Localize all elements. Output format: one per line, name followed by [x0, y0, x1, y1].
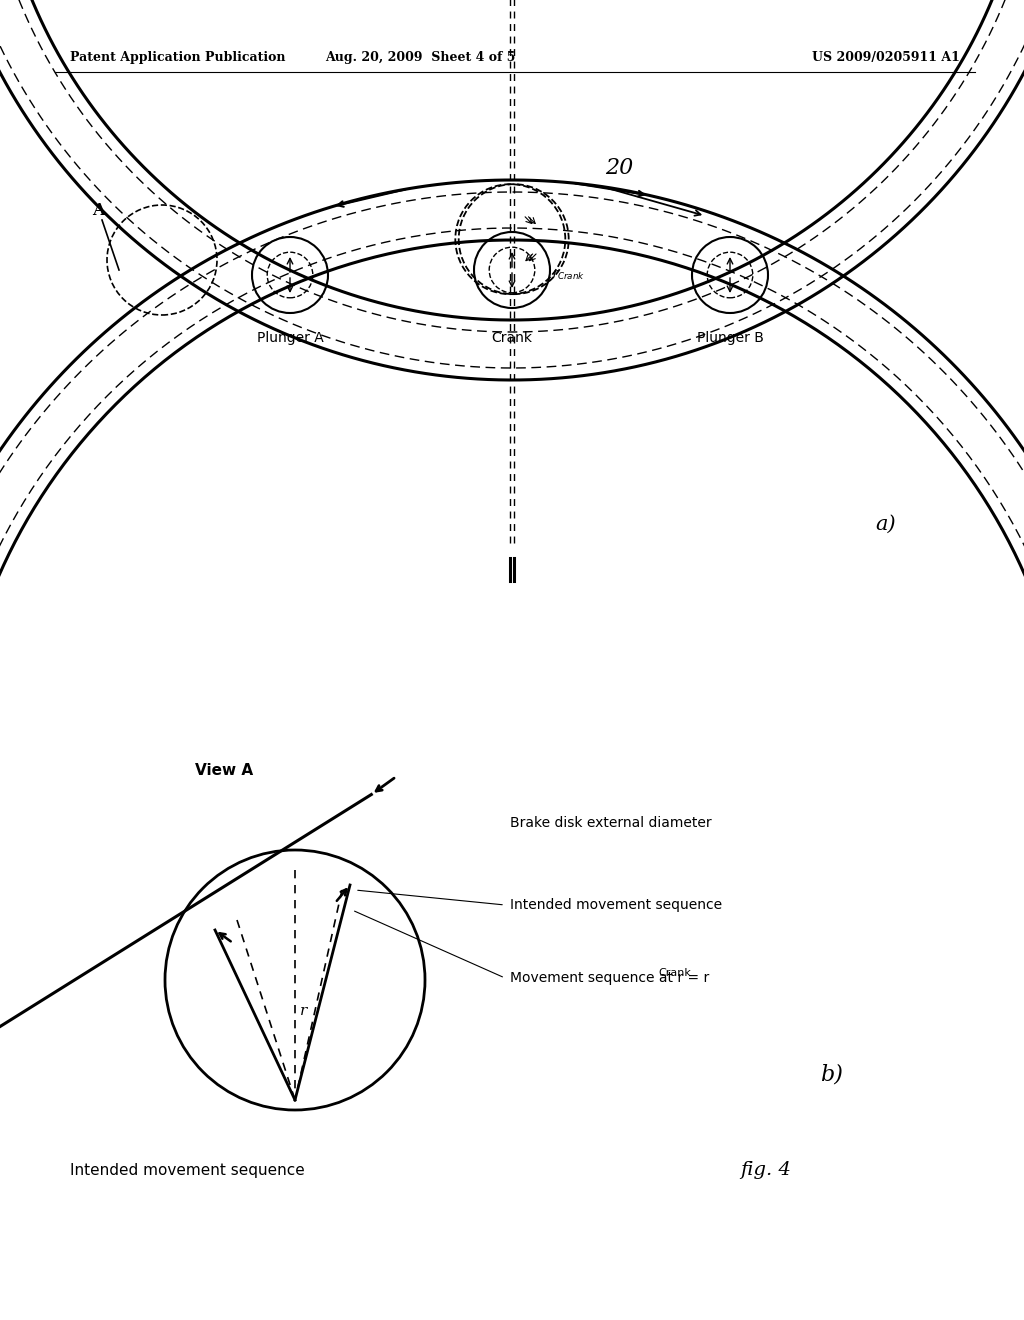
Text: US 2009/0205911 A1: US 2009/0205911 A1: [812, 51, 961, 65]
Text: b): b): [820, 1063, 843, 1085]
Text: Brake disk external diameter: Brake disk external diameter: [510, 816, 712, 830]
Text: fig. 4: fig. 4: [740, 1162, 791, 1179]
Text: a): a): [874, 515, 896, 535]
Text: Aug. 20, 2009  Sheet 4 of 5: Aug. 20, 2009 Sheet 4 of 5: [325, 51, 515, 65]
Text: Intended movement sequence: Intended movement sequence: [70, 1163, 305, 1177]
Text: Crank: Crank: [658, 968, 691, 978]
Text: Intended movement sequence: Intended movement sequence: [510, 898, 722, 912]
Text: View A: View A: [195, 763, 253, 777]
Text: Patent Application Publication: Patent Application Publication: [70, 51, 286, 65]
Text: Movement sequence at r = r: Movement sequence at r = r: [510, 972, 710, 985]
Text: $r_{Crank}$: $r_{Crank}$: [552, 268, 585, 282]
Text: r: r: [300, 1005, 307, 1018]
Text: Crank: Crank: [492, 331, 532, 345]
Text: Plunger B: Plunger B: [696, 331, 764, 345]
Text: A: A: [92, 202, 105, 219]
Text: Plunger A: Plunger A: [257, 331, 324, 345]
Text: 20: 20: [605, 157, 633, 180]
